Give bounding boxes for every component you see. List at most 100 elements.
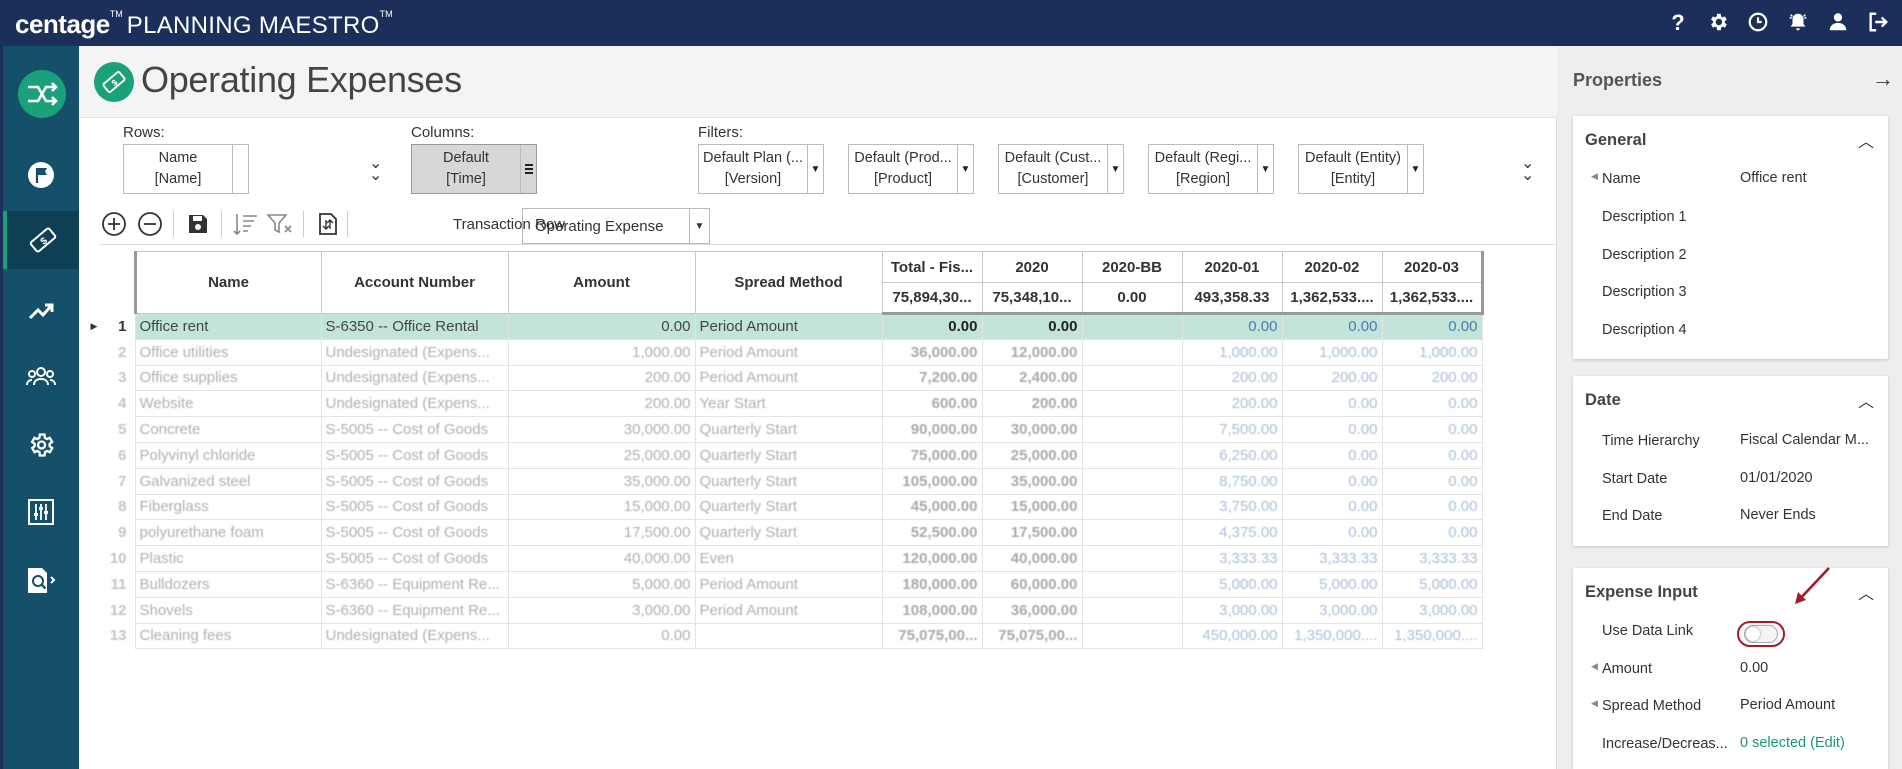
cell-amount[interactable]: 25,000.00 bbox=[507, 441, 696, 469]
chevron-up-icon[interactable]: ︿ bbox=[1857, 134, 1874, 151]
cell-m1[interactable]: 5,000.00 bbox=[1181, 570, 1283, 598]
table-row[interactable]: 11 Bulldozers S-6360 -- Equipment Re... 5,0… bbox=[83, 570, 1483, 598]
cell-m2[interactable]: 5,000.00 bbox=[1281, 570, 1383, 598]
cell-y2020[interactable]: 40,000.00 bbox=[981, 545, 1083, 572]
property-row[interactable]: Description 2 bbox=[1602, 247, 1687, 263]
property-row[interactable]: ◀ Name Office rent bbox=[1591, 170, 1807, 187]
cell-m3[interactable]: 0.00 bbox=[1381, 493, 1483, 521]
cell-y2020[interactable]: 30,000.00 bbox=[981, 416, 1083, 443]
cell-bb[interactable] bbox=[1081, 493, 1183, 521]
sidebar-item-settings[interactable] bbox=[3, 416, 79, 474]
cell-m3[interactable]: 0.00 bbox=[1381, 519, 1483, 547]
remove-row-icon[interactable] bbox=[135, 209, 165, 239]
table-row[interactable]: 10 Plastic S-5005 -- Cost of Goods 40,000.0… bbox=[83, 545, 1483, 572]
chevron-up-icon[interactable]: ︿ bbox=[1857, 586, 1874, 603]
chevron-up-icon[interactable]: ︿ bbox=[1857, 394, 1874, 411]
table-row[interactable]: 12 Shovels S-6360 -- Equipment Re... 3,000.… bbox=[83, 596, 1483, 624]
cell-name[interactable]: polyurethane foam bbox=[134, 519, 322, 547]
cell-spread[interactable]: Period Amount bbox=[694, 338, 883, 366]
cell-name[interactable]: Shovels bbox=[134, 596, 322, 624]
filter-entity[interactable]: Default (Entity) [Entity] ▼ bbox=[1298, 144, 1424, 194]
cell-m3[interactable]: 200.00 bbox=[1381, 364, 1483, 392]
cell-y2020[interactable]: 35,000.00 bbox=[981, 467, 1083, 495]
cell-amount[interactable]: 30,000.00 bbox=[507, 416, 696, 443]
column-header-spread[interactable]: Spread Method bbox=[694, 251, 883, 314]
cell-amount[interactable]: 17,500.00 bbox=[507, 519, 696, 547]
table-row[interactable]: 5 Concrete S-5005 -- Cost of Goods 30,000.0… bbox=[83, 416, 1483, 443]
cell-name[interactable]: Office supplies bbox=[134, 364, 322, 392]
cell-m3[interactable]: 0.00 bbox=[1381, 467, 1483, 495]
filter-product[interactable]: Default (Prod... [Product] ▼ bbox=[848, 144, 974, 194]
property-row[interactable]: Description 3 bbox=[1602, 284, 1687, 300]
chevron-down-icon[interactable]: ▼ bbox=[1407, 145, 1423, 193]
cell-m1[interactable]: 3,750.00 bbox=[1181, 493, 1283, 521]
table-row[interactable]: 9 polyurethane foam S-5005 -- Cost of Good… bbox=[83, 519, 1483, 547]
column-header-period[interactable]: 2020-01 bbox=[1181, 251, 1283, 283]
property-row[interactable]: ◀ Amount 0.00 bbox=[1591, 660, 1769, 677]
property-row[interactable]: End Date Never Ends bbox=[1602, 507, 1816, 524]
cell-bb[interactable] bbox=[1081, 596, 1183, 624]
row-expand-icon[interactable]: ▶ bbox=[83, 313, 105, 340]
table-row[interactable]: ▶ 1 Office rent S-6350 -- Office Rental 0.00… bbox=[83, 313, 1483, 340]
column-header-period[interactable]: Total - Fis... bbox=[881, 251, 983, 283]
cell-bb[interactable] bbox=[1081, 338, 1183, 366]
cell-account[interactable]: S-6350 -- Office Rental bbox=[320, 313, 509, 340]
cell-m2[interactable]: 0.00 bbox=[1281, 416, 1383, 443]
cell-spread[interactable]: Year Start bbox=[694, 390, 883, 418]
add-row-icon[interactable] bbox=[99, 209, 129, 239]
cell-m2[interactable]: 0.00 bbox=[1281, 313, 1383, 340]
cell-name[interactable]: Website bbox=[134, 390, 322, 418]
logout-icon[interactable] bbox=[1865, 9, 1891, 35]
column-header-period[interactable]: 2020-03 bbox=[1381, 251, 1484, 283]
cell-m1[interactable]: 8,750.00 bbox=[1181, 467, 1283, 495]
cell-amount[interactable]: 5,000.00 bbox=[507, 570, 696, 598]
cell-total[interactable]: 45,000.00 bbox=[881, 493, 983, 521]
sidebar-item-adjustments[interactable] bbox=[3, 483, 79, 541]
property-row[interactable]: Time Hierarchy Fiscal Calendar M... bbox=[1602, 432, 1869, 449]
notifications-bell-icon[interactable] bbox=[1785, 9, 1811, 35]
cell-y2020[interactable]: 12,000.00 bbox=[981, 338, 1083, 366]
cell-amount[interactable]: 40,000.00 bbox=[507, 545, 696, 572]
cell-account[interactable]: S-6360 -- Equipment Re... bbox=[320, 596, 509, 624]
cell-m3[interactable]: 1,350,000.... bbox=[1381, 622, 1483, 650]
cell-m1[interactable]: 0.00 bbox=[1181, 313, 1283, 340]
cell-name[interactable]: Office utilities bbox=[134, 338, 322, 366]
cell-bb[interactable] bbox=[1081, 570, 1183, 598]
cell-spread[interactable]: Quarterly Start bbox=[694, 416, 883, 443]
cell-account[interactable]: S-5005 -- Cost of Goods bbox=[320, 493, 509, 521]
cell-total[interactable]: 36,000.00 bbox=[881, 338, 983, 366]
cell-m2[interactable]: 0.00 bbox=[1281, 390, 1383, 418]
cell-account[interactable]: Undesignated (Expens... bbox=[320, 622, 509, 650]
cell-m1[interactable]: 3,000.00 bbox=[1181, 596, 1283, 624]
collapse-panel-icon[interactable]: → bbox=[1872, 66, 1894, 91]
rows-selector[interactable]: Name [Name] bbox=[123, 144, 249, 194]
cell-bb[interactable] bbox=[1081, 364, 1183, 392]
property-row[interactable]: Start Date 01/01/2020 bbox=[1602, 470, 1813, 487]
cell-bb[interactable] bbox=[1081, 545, 1183, 572]
cell-total[interactable]: 105,000.00 bbox=[881, 467, 983, 495]
cell-m1[interactable]: 200.00 bbox=[1181, 390, 1283, 418]
table-row[interactable]: 4 Website Undesignated (Expens... 200.00 Yea… bbox=[83, 390, 1483, 418]
cell-m3[interactable]: 3,333.33 bbox=[1381, 545, 1483, 572]
cell-spread[interactable]: Quarterly Start bbox=[694, 493, 883, 521]
cell-bb[interactable] bbox=[1081, 519, 1183, 547]
cell-amount[interactable]: 0.00 bbox=[507, 313, 696, 340]
cell-m3[interactable]: 0.00 bbox=[1381, 416, 1483, 443]
cell-name[interactable]: Cleaning fees bbox=[134, 622, 322, 650]
column-header-period[interactable]: 2020 bbox=[981, 251, 1083, 283]
cell-m1[interactable]: 1,000.00 bbox=[1181, 338, 1283, 366]
table-row[interactable]: 8 Fiberglass S-5005 -- Cost of Goods 15,000… bbox=[83, 493, 1483, 521]
help-icon[interactable]: ? bbox=[1665, 9, 1691, 35]
cell-account[interactable]: S-5005 -- Cost of Goods bbox=[320, 467, 509, 495]
filter-region[interactable]: Default (Regi... [Region] ▼ bbox=[1148, 144, 1274, 194]
cell-m1[interactable]: 450,000.00 bbox=[1181, 622, 1283, 650]
cell-m3[interactable]: 5,000.00 bbox=[1381, 570, 1483, 598]
cell-bb[interactable] bbox=[1081, 622, 1183, 650]
sidebar-item-personnel[interactable] bbox=[3, 348, 79, 406]
cell-m2[interactable]: 0.00 bbox=[1281, 519, 1383, 547]
cell-spread[interactable]: Even bbox=[694, 545, 883, 572]
cell-total[interactable]: 0.00 bbox=[881, 313, 983, 340]
cell-spread[interactable]: Period Amount bbox=[694, 596, 883, 624]
cell-m2[interactable]: 1,350,000.... bbox=[1281, 622, 1383, 650]
cell-amount[interactable]: 200.00 bbox=[507, 390, 696, 418]
